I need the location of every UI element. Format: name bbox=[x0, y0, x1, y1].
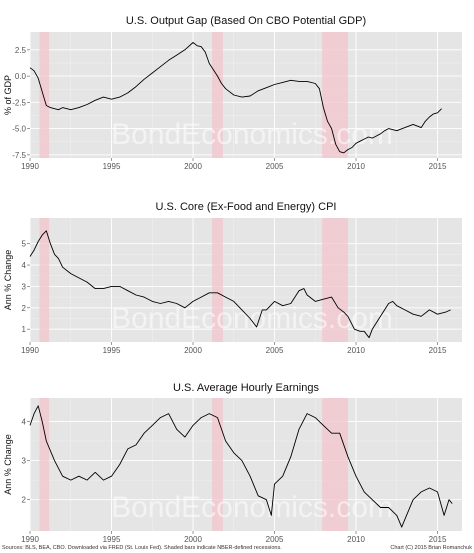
x-tick-label: 1995 bbox=[103, 535, 121, 544]
y-tick-label: -5.0 bbox=[12, 125, 26, 134]
y-axis-label: Ann % Change bbox=[3, 250, 13, 311]
recession-band bbox=[212, 398, 223, 531]
footer-source: Sources: BLS, BEA, CBO. Downloaded via F… bbox=[2, 545, 282, 551]
watermark: BondEconomics.com bbox=[111, 118, 393, 151]
x-tick-label: 2005 bbox=[266, 535, 284, 544]
watermark: BondEconomics.com bbox=[111, 302, 393, 335]
y-tick-label: 5 bbox=[22, 240, 27, 249]
series-line bbox=[29, 42, 442, 154]
x-tick-label: 2015 bbox=[429, 162, 447, 171]
y-axis-label: % of GDP bbox=[3, 75, 13, 115]
chart-panel-2: U.S. Core (Ex-Food and Energy) CPI BondEc… bbox=[3, 201, 462, 355]
y-tick-label: 1 bbox=[22, 325, 27, 334]
recession-band bbox=[39, 398, 50, 531]
x-tick-label: 2005 bbox=[266, 162, 284, 171]
y-tick-label: -7.5 bbox=[12, 151, 26, 160]
panel-background bbox=[30, 32, 462, 158]
recession-band bbox=[212, 218, 223, 342]
x-tick-label: 2015 bbox=[429, 535, 447, 544]
y-tick-label: 4 bbox=[22, 417, 27, 426]
y-tick-label: -2.5 bbox=[12, 98, 26, 107]
y-axis-label: Ann % Change bbox=[3, 434, 13, 495]
y-tick-label: 4 bbox=[22, 261, 27, 270]
recession-band bbox=[322, 218, 348, 342]
x-tick-label: 1995 bbox=[103, 346, 121, 355]
y-tick-label: 2.5 bbox=[15, 46, 27, 55]
x-tick-label: 2005 bbox=[266, 346, 284, 355]
x-tick-label: 2010 bbox=[347, 346, 365, 355]
footer-credit: Chart (C) 2015 Brian Romanchuk bbox=[390, 545, 472, 551]
series-line bbox=[29, 405, 453, 528]
recession-band bbox=[39, 218, 50, 342]
recession-band bbox=[322, 32, 348, 158]
x-tick-label: 2010 bbox=[347, 535, 365, 544]
chart-panel-1: U.S. Output Gap (Based On CBO Potential … bbox=[3, 15, 462, 171]
series-line bbox=[29, 230, 451, 339]
y-tick-label: 3 bbox=[22, 282, 27, 291]
x-tick-label: 2000 bbox=[184, 162, 202, 171]
watermark: BondEconomics.com bbox=[111, 491, 393, 524]
recession-band bbox=[39, 32, 50, 158]
y-tick-label: 2 bbox=[22, 304, 27, 313]
x-tick-label: 1990 bbox=[21, 346, 39, 355]
x-tick-label: 1995 bbox=[103, 162, 121, 171]
y-tick-label: 0.0 bbox=[15, 72, 27, 81]
panel-background bbox=[30, 218, 462, 342]
panel-title: U.S. Core (Ex-Food and Energy) CPI bbox=[156, 201, 337, 213]
chart-panel-3: U.S. Average Hourly Earnings BondEconomic… bbox=[3, 382, 462, 544]
panel-title: U.S. Output Gap (Based On CBO Potential … bbox=[126, 15, 366, 27]
y-tick-label: 3 bbox=[22, 457, 27, 466]
x-tick-label: 2010 bbox=[347, 162, 365, 171]
x-tick-label: 2015 bbox=[429, 346, 447, 355]
x-tick-label: 1990 bbox=[21, 162, 39, 171]
recession-band bbox=[322, 398, 348, 531]
y-tick-label: 2 bbox=[22, 496, 27, 505]
recession-band bbox=[212, 32, 223, 158]
x-tick-label: 2000 bbox=[184, 346, 202, 355]
x-tick-label: 1990 bbox=[21, 535, 39, 544]
x-tick-label: 2000 bbox=[184, 535, 202, 544]
panel-title: U.S. Average Hourly Earnings bbox=[173, 382, 319, 394]
